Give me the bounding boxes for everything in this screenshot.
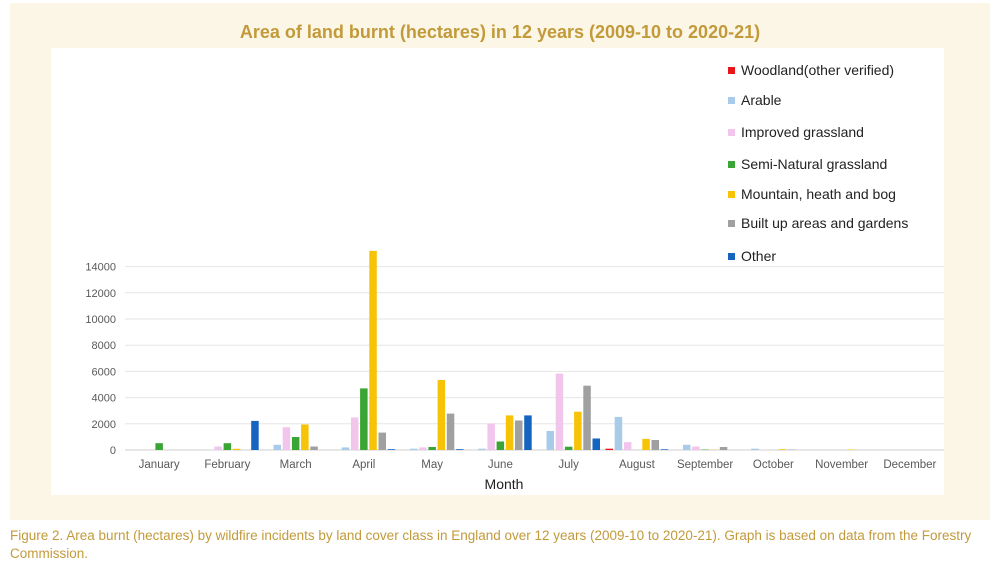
bar [583, 385, 591, 450]
bar [623, 442, 632, 450]
bar [574, 411, 582, 450]
legend-label: Semi-Natural grassland [741, 156, 888, 172]
bar [282, 427, 291, 450]
bar [719, 447, 728, 450]
bar [546, 431, 554, 450]
bar [214, 446, 222, 450]
bar [478, 448, 486, 450]
bar [310, 446, 318, 450]
bar [437, 380, 446, 450]
bar [605, 448, 613, 450]
y-tick-label: 12000 [85, 288, 116, 300]
legend-swatch [728, 190, 735, 198]
bar [223, 443, 232, 450]
legend-item: Mountain, heath and bog [728, 184, 896, 204]
legend-item: Woodland(other verified) [728, 60, 894, 80]
legend-swatch [728, 219, 735, 227]
legend-swatch [728, 252, 735, 260]
y-tick-label: 10000 [85, 314, 116, 326]
x-tick-label: August [619, 459, 656, 471]
legend-item: Built up areas and gardens [728, 213, 908, 233]
bar [341, 447, 350, 450]
x-tick-label: January [139, 459, 180, 471]
bar [847, 449, 855, 450]
y-tick-label: 4000 [92, 393, 116, 405]
x-tick-label: September [677, 459, 733, 471]
bar [251, 420, 259, 450]
legend-swatch [728, 96, 735, 104]
figure-caption: Figure 2. Area burnt (hectares) by wildf… [10, 528, 972, 561]
x-axis-title: Month [485, 476, 524, 492]
bar [592, 438, 600, 450]
bar [751, 448, 759, 450]
legend-item: Arable [728, 90, 781, 110]
bar [232, 448, 241, 450]
bar [524, 415, 532, 450]
y-tick-label: 6000 [92, 366, 116, 378]
bar [350, 417, 359, 450]
legend-label: Improved grassland [741, 124, 864, 140]
legend-label: Woodland(other verified) [741, 62, 895, 78]
bar [651, 440, 659, 450]
bar [273, 444, 281, 450]
legend-item: Semi-Natural grassland [728, 154, 887, 174]
bar [614, 416, 623, 450]
bar [155, 443, 163, 450]
legend-swatch [728, 66, 735, 74]
bar [778, 449, 787, 450]
x-tick-label: February [204, 459, 250, 471]
bar [496, 441, 505, 450]
legend-swatch [728, 160, 735, 168]
bar [487, 423, 495, 450]
legend-label: Other [741, 248, 777, 264]
bar [360, 388, 368, 450]
y-tick-label: 8000 [92, 340, 116, 352]
bar [369, 250, 377, 450]
legend-label: Mountain, heath and bog [741, 186, 896, 202]
bar [555, 373, 564, 450]
bar [419, 447, 427, 450]
bar [515, 420, 523, 450]
chart-title: Area of land burnt (hectares) in 12 year… [239, 22, 761, 42]
y-tick-label: 0 [110, 445, 116, 457]
x-tick-label: December [883, 459, 936, 471]
x-tick-label: April [352, 459, 375, 471]
bar [301, 424, 309, 450]
legend-swatch [728, 128, 735, 136]
bar [660, 449, 669, 450]
bar [446, 413, 455, 450]
x-tick-label: June [488, 459, 513, 471]
legend-label: Arable [741, 92, 782, 108]
x-tick-label: October [753, 459, 794, 471]
y-tick-label: 14000 [85, 262, 116, 274]
bar [428, 447, 436, 450]
x-tick-label: July [558, 459, 579, 471]
bar [378, 432, 386, 450]
plot-area [51, 48, 944, 495]
bars-group [155, 250, 855, 450]
bar [456, 449, 464, 450]
bar [564, 446, 573, 450]
bar [683, 444, 691, 450]
legend-item: Improved grassland [728, 122, 864, 142]
bar [642, 438, 650, 450]
bar [291, 437, 300, 450]
x-tick-label: March [280, 459, 312, 471]
bar [505, 415, 514, 450]
x-tick-label: November [815, 459, 868, 471]
bar [387, 449, 396, 450]
x-tick-label: May [421, 459, 443, 471]
bar [410, 448, 418, 450]
y-tick-label: 2000 [92, 419, 116, 431]
legend-item: Other [728, 246, 776, 266]
bar [692, 446, 700, 450]
legend-label: Built up areas and gardens [741, 215, 909, 231]
